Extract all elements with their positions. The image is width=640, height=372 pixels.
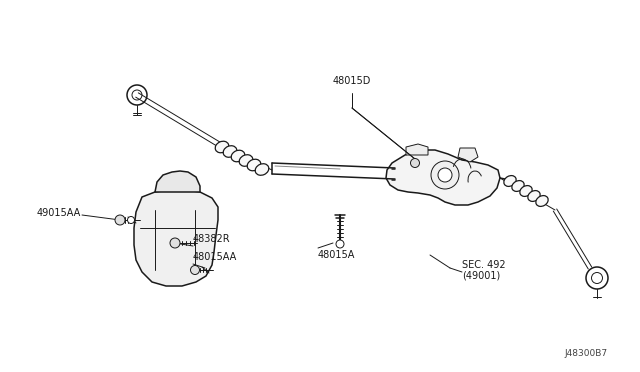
Ellipse shape	[239, 155, 253, 166]
Text: (49001): (49001)	[462, 270, 500, 280]
Polygon shape	[134, 190, 218, 286]
Ellipse shape	[504, 176, 516, 186]
Text: 48382R: 48382R	[193, 234, 230, 244]
Ellipse shape	[223, 146, 237, 157]
Circle shape	[127, 217, 134, 224]
Ellipse shape	[255, 164, 269, 175]
Text: 48015AA: 48015AA	[193, 252, 237, 262]
Polygon shape	[155, 171, 200, 192]
Polygon shape	[386, 150, 500, 205]
Polygon shape	[458, 148, 478, 162]
Circle shape	[438, 168, 452, 182]
Text: SEC. 492: SEC. 492	[462, 260, 506, 270]
Ellipse shape	[215, 141, 228, 153]
Polygon shape	[406, 144, 428, 155]
Text: 48015D: 48015D	[333, 76, 371, 86]
Ellipse shape	[528, 190, 540, 201]
Circle shape	[586, 267, 608, 289]
Circle shape	[127, 85, 147, 105]
Circle shape	[431, 161, 459, 189]
Ellipse shape	[247, 159, 260, 171]
Ellipse shape	[536, 196, 548, 206]
Circle shape	[410, 158, 419, 167]
Ellipse shape	[231, 150, 244, 162]
Circle shape	[591, 273, 602, 283]
Circle shape	[115, 215, 125, 225]
Circle shape	[336, 240, 344, 248]
Circle shape	[170, 238, 180, 248]
Text: 49015AA: 49015AA	[37, 208, 81, 218]
Ellipse shape	[520, 186, 532, 196]
Circle shape	[191, 266, 200, 275]
Ellipse shape	[512, 180, 524, 192]
Circle shape	[132, 90, 142, 100]
Text: J48300B7: J48300B7	[565, 349, 608, 358]
Text: 48015A: 48015A	[318, 250, 355, 260]
